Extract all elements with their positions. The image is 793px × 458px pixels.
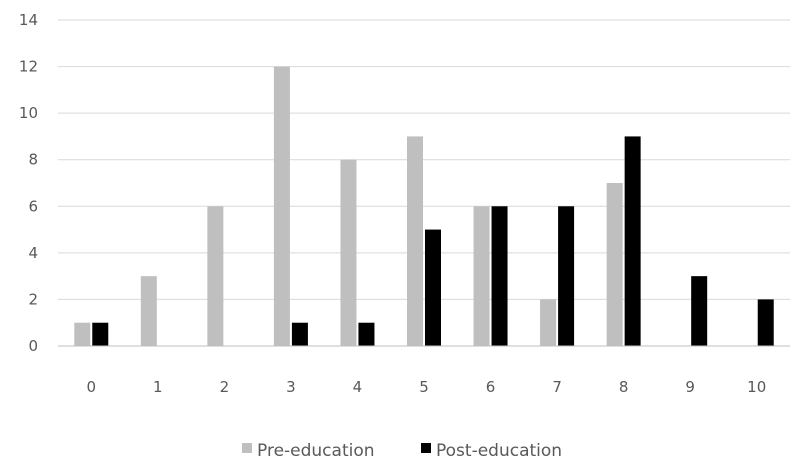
- y-tick-label: 14: [19, 11, 38, 29]
- bar-post-education-9: [691, 276, 708, 346]
- y-tick-label: 4: [28, 244, 38, 262]
- y-axis-tick-labels: 0 2 4 6 8 10 12 14: [19, 11, 38, 355]
- x-tick-label: 0: [86, 378, 96, 396]
- bar-post-education-5: [425, 229, 441, 346]
- bar-pre-education-4: [340, 159, 357, 346]
- x-tick-label: 8: [619, 378, 629, 396]
- legend-item: Post-education: [421, 441, 562, 458]
- x-tick-label: 5: [419, 378, 429, 396]
- y-tick-label: 2: [28, 290, 38, 308]
- bar-post-education-8: [624, 136, 641, 346]
- legend-swatch: [242, 443, 252, 453]
- bar-post-education-10: [757, 299, 774, 346]
- bar-pre-education-5: [407, 136, 423, 346]
- legend-item: Pre-education: [242, 441, 375, 458]
- x-tick-label: 2: [220, 378, 230, 396]
- legend-swatch: [421, 443, 431, 453]
- x-tick-label: 10: [747, 378, 766, 396]
- gridlines: [58, 19, 790, 347]
- x-tick-label: 3: [286, 378, 296, 396]
- bar-pre-education-1: [140, 276, 157, 346]
- x-tick-label: 1: [153, 378, 163, 396]
- x-tick-label: 7: [552, 378, 562, 396]
- x-tick-label: 9: [685, 378, 695, 396]
- bar-post-education-4: [358, 322, 375, 346]
- bar-pre-education-2: [207, 206, 224, 346]
- y-tick-label: 12: [19, 58, 38, 76]
- bar-post-education-6: [491, 206, 508, 346]
- bar-pre-education-8: [606, 183, 623, 346]
- bar-pre-education-6: [473, 206, 490, 346]
- bar-pre-education-3: [273, 66, 290, 347]
- bar-post-education-0: [92, 322, 109, 346]
- bar-post-education-3: [291, 322, 308, 346]
- bar-post-education-7: [558, 206, 575, 346]
- bar-pre-education-0: [74, 322, 91, 346]
- legend-label: Pre-education: [257, 441, 375, 458]
- x-tick-label: 6: [486, 378, 496, 396]
- bar-pre-education-7: [540, 299, 557, 346]
- y-tick-label: 10: [19, 104, 38, 122]
- legend-label: Post-education: [436, 441, 562, 458]
- y-tick-label: 8: [28, 151, 38, 169]
- legend: Pre-education Post-education: [242, 441, 562, 458]
- y-tick-label: 6: [28, 197, 38, 215]
- y-tick-label: 0: [28, 337, 38, 355]
- bars: [74, 66, 774, 347]
- x-axis-tick-labels: 0 1 2 3 4 5 6 7 8 9 10: [86, 378, 766, 396]
- x-tick-label: 4: [353, 378, 363, 396]
